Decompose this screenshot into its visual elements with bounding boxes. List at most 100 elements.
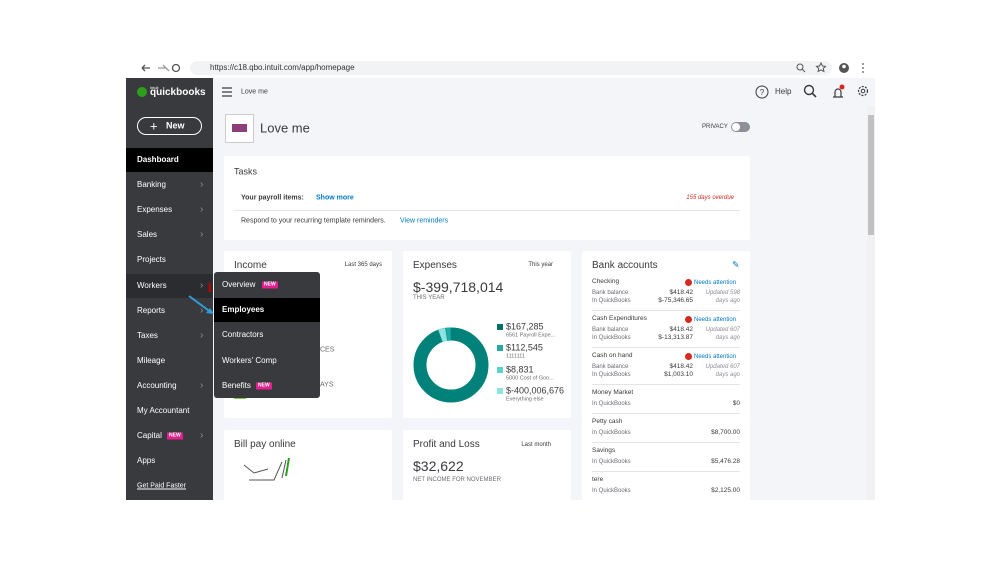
total-label: THIS YEAR — [413, 295, 445, 301]
period: This year — [528, 262, 553, 268]
expenses-total: $-399,718,014 — [413, 279, 504, 295]
tasks-card — [224, 156, 750, 240]
nav-item[interactable]: My Accountant — [137, 406, 190, 415]
divider — [234, 210, 740, 211]
logo-brand: intuit — [150, 85, 159, 90]
qb-balance: $1,003.10 — [664, 370, 693, 378]
edit-icon[interactable]: ✎ — [732, 259, 740, 270]
legend-swatch — [497, 345, 503, 352]
divider — [592, 413, 740, 414]
pl-subtitle: NET INCOME FOR NOVEMBER — [413, 477, 501, 483]
divider — [592, 442, 740, 443]
browser-icons — [141, 61, 864, 73]
badge: NEW — [262, 281, 278, 289]
qb-label: In QuickBooks — [592, 459, 631, 465]
header-icons: ? — [222, 84, 869, 99]
chevron: › — [200, 279, 204, 291]
nav-item[interactable]: Projects — [137, 255, 166, 265]
show-more[interactable]: Show more — [316, 194, 354, 202]
qb-label: In QuickBooks — [592, 401, 631, 407]
legend-swatch — [497, 366, 503, 373]
account-name: Money Market — [592, 388, 634, 396]
qb-balance: $-75,346.65 — [658, 296, 693, 304]
reminder-text: Respond to your recurring template remin… — [241, 217, 386, 225]
new-button[interactable] — [137, 117, 202, 135]
header-company: Love me — [241, 88, 268, 96]
nav-item[interactable]: Expenses — [137, 205, 173, 215]
help[interactable]: Help — [775, 87, 792, 96]
balance: $418.42 — [669, 288, 694, 296]
menu-benefits[interactable]: Benefits — [222, 380, 251, 390]
qb-balance: $8,700.00 — [711, 428, 740, 436]
bank-title: Bank accounts — [592, 260, 658, 271]
income-title: Income — [234, 260, 267, 271]
nav-item[interactable]: Mileage — [137, 355, 166, 365]
balance-label: Bank balance — [592, 364, 629, 370]
account-name: Petty cash — [592, 417, 623, 425]
qb-balance: $0 — [732, 399, 740, 407]
qb-label: In QuickBooks — [592, 335, 631, 341]
qb-balance: $-13,313.87 — [658, 333, 693, 341]
view-reminders[interactable]: View reminders — [400, 217, 449, 225]
nav-item[interactable]: Sales — [137, 230, 158, 240]
account-name: Cash on hand — [592, 351, 633, 359]
divider — [592, 384, 740, 385]
nav-item[interactable]: Taxes — [137, 330, 158, 340]
nav-item[interactable]: Accounting — [137, 380, 177, 390]
needs-attention[interactable]: Needs attention — [694, 354, 737, 360]
balance-label: Bank balance — [592, 290, 629, 296]
legend-label: 1111111 — [506, 353, 525, 360]
pl-title: Profit and Loss — [413, 439, 480, 450]
payroll-label: Your payroll items: — [241, 194, 304, 202]
qb-balance: $2,125.00 — [711, 486, 740, 494]
url: https://c18.qbo.intuit.com/app/homepage — [210, 63, 355, 72]
menu-overview[interactable]: Overview — [222, 280, 256, 289]
legend-amount: $167,285 — [506, 321, 544, 332]
expenses-title: Expenses — [413, 260, 457, 271]
nav-item[interactable]: Reports — [137, 305, 166, 315]
bill-pay-card — [224, 430, 392, 510]
alert-icon — [685, 352, 692, 360]
address-bar[interactable] — [190, 61, 832, 75]
nav-item[interactable]: Banking — [137, 180, 166, 190]
nav-item[interactable]: Dashboard — [137, 155, 179, 164]
legend-amount: $-400,006,676 — [506, 385, 565, 396]
chevron: › — [200, 229, 204, 241]
annotation: 1 — [206, 281, 213, 296]
workers-menu — [214, 272, 320, 398]
menu-contractors[interactable]: Contractors — [222, 330, 264, 340]
legend-amount: $112,545 — [506, 342, 543, 353]
menu-employees[interactable]: Employees — [222, 305, 265, 315]
balance-label: Bank balance — [592, 327, 629, 333]
account-name: Checking — [592, 277, 620, 285]
account-name: tere — [592, 475, 604, 483]
legend-amount: $8,831 — [506, 364, 534, 375]
balance: $418.42 — [669, 362, 694, 370]
chevron: › — [200, 304, 204, 316]
badge: NEW — [167, 432, 183, 440]
divider — [592, 471, 740, 472]
nav-item[interactable]: Get Paid Faster — [137, 482, 187, 490]
privacy-label: PRIVACY — [702, 124, 728, 130]
updated: Updated 607 — [705, 364, 740, 370]
legend-label: 6561 Payroll Expe... — [506, 332, 556, 339]
menu-workers-comp[interactable]: Workers' Comp — [222, 355, 277, 365]
nav-item[interactable]: Workers — [137, 280, 167, 290]
nav-item[interactable]: Apps — [137, 456, 156, 466]
qb-label: In QuickBooks — [592, 372, 631, 378]
nav-item[interactable]: Capital — [137, 431, 162, 441]
scroll-thumb[interactable] — [868, 115, 874, 235]
fragment: CES — [320, 346, 335, 354]
plus-icon: + — [150, 118, 158, 134]
legend-label: Everything else — [506, 396, 544, 403]
needs-attention[interactable]: Needs attention — [694, 280, 737, 286]
qb-label: In QuickBooks — [592, 298, 631, 304]
privacy-toggle[interactable] — [731, 122, 750, 132]
company-logo — [225, 114, 254, 143]
divider — [592, 310, 740, 311]
company-name: Love me — [260, 120, 310, 136]
bank-card — [582, 251, 750, 418]
new-label[interactable]: New — [166, 120, 185, 131]
needs-attention[interactable]: Needs attention — [694, 317, 737, 323]
